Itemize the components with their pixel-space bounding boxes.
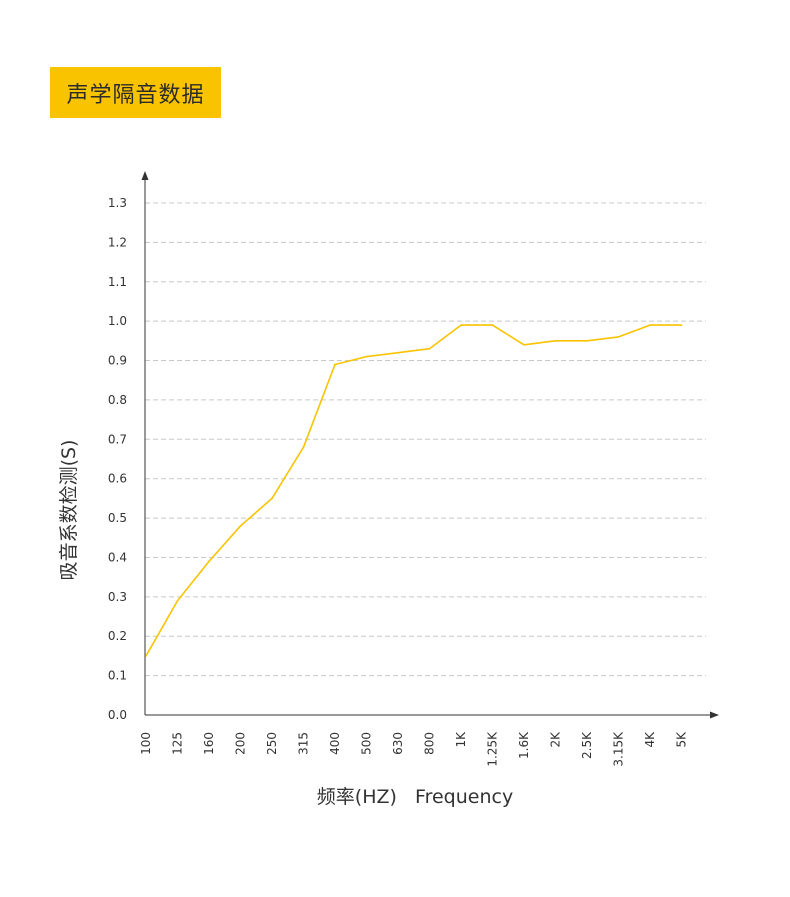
data-point <box>271 497 273 500</box>
y-tick-label: 1.0 <box>108 314 127 328</box>
series-group <box>145 324 683 657</box>
data-point <box>680 324 683 326</box>
data-point <box>617 336 620 338</box>
data-point <box>365 355 368 358</box>
data-point <box>586 340 588 342</box>
y-tick-label: 1.3 <box>108 196 127 210</box>
data-point <box>208 560 210 563</box>
data-point <box>523 343 525 346</box>
y-tick-label: 0.3 <box>108 590 127 604</box>
y-tick-label: 0.2 <box>108 629 127 643</box>
x-tick-label: 1.25K <box>486 731 500 767</box>
y-tick-label: 0.5 <box>108 511 127 525</box>
y-tick-label: 0.7 <box>108 432 127 446</box>
y-tick-label: 1.2 <box>108 235 127 249</box>
data-point <box>334 363 336 366</box>
data-point <box>491 324 494 326</box>
x-tick-label: 5K <box>675 731 689 748</box>
x-tick-label: 250 <box>265 732 279 755</box>
x-tick-label: 1.6K <box>517 731 531 759</box>
data-point <box>460 324 462 326</box>
x-tick-label: 160 <box>202 732 216 755</box>
data-point <box>649 324 651 326</box>
x-tick-label: 800 <box>423 732 437 755</box>
y-axis-title: 吸音系数检测(S) <box>58 440 80 581</box>
y-tick-label: 0.0 <box>108 708 127 722</box>
data-point <box>302 446 305 448</box>
x-tick-label: 630 <box>391 732 405 755</box>
data-point <box>145 655 147 657</box>
y-tick-label: 0.8 <box>108 393 127 407</box>
y-tick-label: 0.1 <box>108 669 127 683</box>
data-point <box>428 347 431 350</box>
data-point <box>397 351 399 354</box>
title-badge: 声学隔音数据 <box>50 67 221 118</box>
y-tick-label: 0.9 <box>108 354 127 368</box>
x-tick-label: 315 <box>297 732 311 755</box>
x-tick-label: 2K <box>549 731 563 748</box>
data-point <box>239 525 242 527</box>
x-tick-labels: 100 125 160 200 250 315 400 500 630 800 1K 1.25K 1.6… <box>139 731 689 767</box>
axes <box>141 171 719 719</box>
x-tick-label: 400 <box>328 732 342 755</box>
data-point <box>554 340 557 342</box>
y-tick-label: 1.1 <box>108 275 127 289</box>
x-tick-label: 1K <box>454 731 468 748</box>
x-tick-label: 3.15K <box>612 731 626 767</box>
grid-lines <box>145 202 706 677</box>
y-tick-label: 0.4 <box>108 550 127 564</box>
y-tick-label: 0.6 <box>108 472 127 486</box>
x-tick-label: 500 <box>360 732 374 755</box>
y-tick-labels: 0.0 0.1 0.2 0.3 0.4 0.5 0.6 0.7 0.8 0.9 1.0 1.1 1.2 1… <box>108 196 127 722</box>
page-title: 声学隔音数据 <box>66 82 205 108</box>
x-tick-label: 125 <box>171 732 185 755</box>
x-tick-label: 200 <box>234 732 248 755</box>
x-axis-title: 频率(HZ) Frequency <box>317 786 513 808</box>
x-axis-arrow <box>710 711 719 719</box>
series-line <box>145 324 682 657</box>
x-tick-label: 4K <box>643 731 657 748</box>
x-tick-label: 2.5K <box>580 731 594 759</box>
data-point <box>176 599 179 602</box>
x-tick-label: 100 <box>139 732 153 755</box>
y-axis-arrow <box>141 171 149 180</box>
